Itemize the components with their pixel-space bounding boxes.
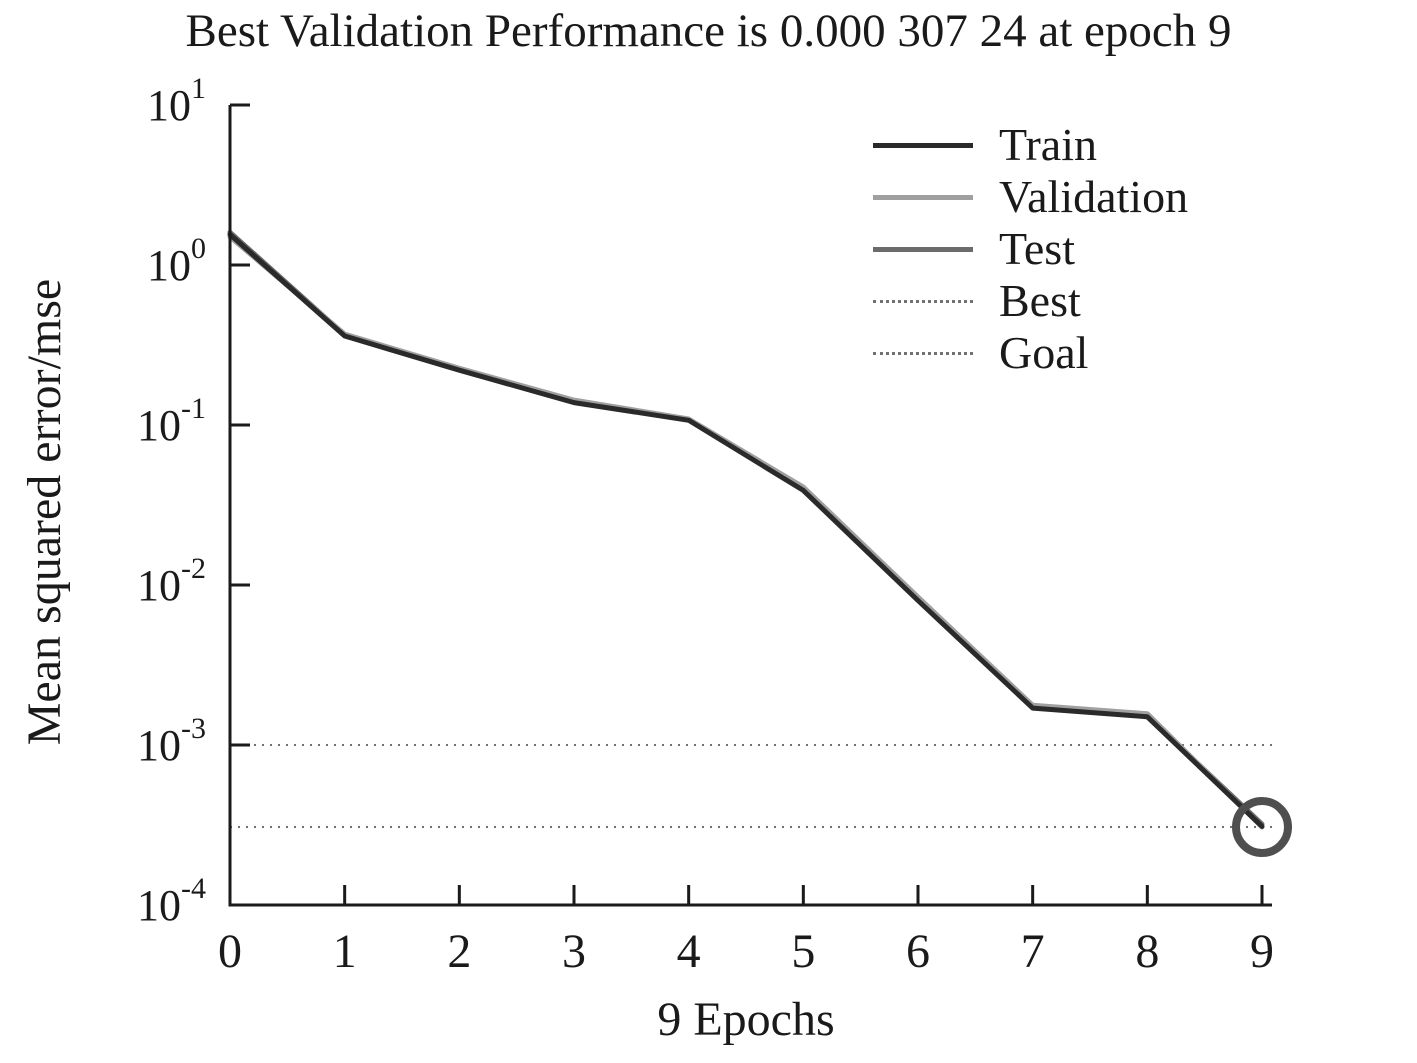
legend-label-goal: Goal [999,327,1089,378]
legend-item-test: Test [873,223,1188,275]
legend-item-goal: Goal [873,327,1188,379]
legend-item-train: Train [873,119,1188,171]
x-tick-label: 9 [1250,925,1274,978]
goal-line-swatch [873,351,973,355]
x-tick-label: 5 [791,925,815,978]
train-line-swatch [873,142,973,148]
x-tick-label: 4 [677,925,701,978]
x-tick-label: 8 [1135,925,1159,978]
y-tick-label: 100 [147,232,206,290]
x-axis-label: 9 Epochs [657,993,835,1046]
chart-title: Best Validation Performance is 0.000 307… [185,5,1232,57]
legend-label-validation: Validation [999,171,1189,222]
y-tick-label: 10-2 [137,552,206,610]
y-tick-label: 10-1 [137,392,206,450]
best-point-marker [1232,797,1292,858]
legend-item-best: Best [873,275,1188,327]
x-tick-label: 3 [562,925,586,978]
x-tick-label: 0 [218,925,242,978]
x-tick-label: 1 [333,925,357,978]
legend-label-best: Best [999,275,1081,326]
legend-label-test: Test [999,223,1075,274]
train-curve [227,232,1265,829]
legend-label-train: Train [999,119,1097,170]
legend-item-validation: Validation [873,171,1188,223]
y-tick-label: 10-3 [137,712,206,770]
x-tick-label: 7 [1021,925,1045,978]
x-tick-label: 6 [906,925,930,978]
test-line-swatch [873,246,973,252]
x-tick-label: 2 [447,925,471,978]
legend: Train Validation Test Best Goal [873,119,1188,379]
best-line-swatch [873,299,973,303]
validation-line-swatch [873,194,973,200]
y-tick-label: 10-4 [137,872,206,930]
y-tick-label: 101 [147,72,206,130]
